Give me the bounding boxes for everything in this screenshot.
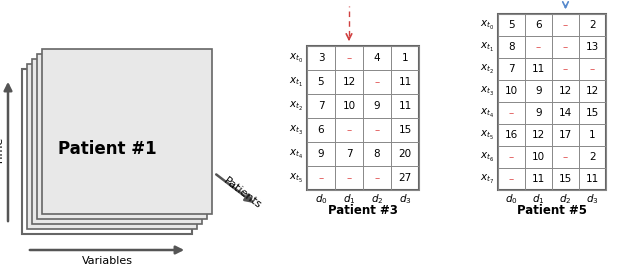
Text: 9: 9 xyxy=(535,108,542,118)
Text: Patient #3: Patient #3 xyxy=(328,204,398,216)
Text: $x_{t_7}$: $x_{t_7}$ xyxy=(480,172,494,186)
Text: $x_{t_1}$: $x_{t_1}$ xyxy=(480,40,494,54)
Text: 5: 5 xyxy=(508,20,515,30)
Text: –: – xyxy=(563,20,568,30)
Bar xyxy=(32,59,202,224)
Text: 27: 27 xyxy=(398,173,412,183)
Text: 3: 3 xyxy=(317,53,324,63)
Text: $x_{t_2}$: $x_{t_2}$ xyxy=(289,100,303,112)
Text: 8: 8 xyxy=(508,42,515,52)
Text: –: – xyxy=(346,125,351,135)
Text: 7: 7 xyxy=(317,101,324,111)
Text: 6: 6 xyxy=(317,125,324,135)
Bar xyxy=(37,54,207,219)
Text: 12: 12 xyxy=(586,86,599,96)
Text: 9: 9 xyxy=(374,101,380,111)
Text: $x_{t_0}$: $x_{t_0}$ xyxy=(289,51,303,64)
Text: 15: 15 xyxy=(559,174,572,184)
Bar xyxy=(42,49,212,214)
Text: $x_{t_1}$: $x_{t_1}$ xyxy=(289,76,303,88)
Text: 10: 10 xyxy=(505,86,518,96)
Text: $x_{t_5}$: $x_{t_5}$ xyxy=(289,172,303,185)
Text: 17: 17 xyxy=(559,130,572,140)
Text: $d_1$: $d_1$ xyxy=(342,192,355,206)
Text: Time: Time xyxy=(0,138,5,165)
Text: –: – xyxy=(374,173,380,183)
Text: –: – xyxy=(509,174,514,184)
Text: Patients: Patients xyxy=(221,175,263,210)
Text: –: – xyxy=(346,173,351,183)
Text: 7: 7 xyxy=(508,64,515,74)
Text: 13: 13 xyxy=(586,42,599,52)
Text: 20: 20 xyxy=(399,149,412,159)
Bar xyxy=(307,46,419,190)
Text: 10: 10 xyxy=(532,152,545,162)
Text: $x_{t_0}$: $x_{t_0}$ xyxy=(480,18,494,31)
Text: $d_0$: $d_0$ xyxy=(505,192,518,206)
Text: –: – xyxy=(563,64,568,74)
Text: $d_2$: $d_2$ xyxy=(559,192,572,206)
Text: 11: 11 xyxy=(532,64,545,74)
Text: 1: 1 xyxy=(402,53,408,63)
Bar xyxy=(22,69,192,234)
Bar xyxy=(498,14,606,190)
Text: Variables: Variables xyxy=(81,256,132,264)
Text: $d_3$: $d_3$ xyxy=(399,192,412,206)
Text: 5: 5 xyxy=(317,77,324,87)
Text: Patient #5: Patient #5 xyxy=(517,204,587,216)
Text: 10: 10 xyxy=(342,101,356,111)
Text: $x_{t_6}$: $x_{t_6}$ xyxy=(480,150,494,163)
Text: –: – xyxy=(563,152,568,162)
Text: 15: 15 xyxy=(586,108,599,118)
Text: $x_{t_2}$: $x_{t_2}$ xyxy=(480,63,494,76)
Text: 11: 11 xyxy=(586,174,599,184)
Text: 15: 15 xyxy=(398,125,412,135)
Text: 2: 2 xyxy=(589,152,596,162)
Text: 12: 12 xyxy=(532,130,545,140)
Text: 4: 4 xyxy=(374,53,380,63)
Text: $d_0$: $d_0$ xyxy=(315,192,327,206)
Text: 14: 14 xyxy=(559,108,572,118)
Text: 6: 6 xyxy=(535,20,542,30)
Text: $x_{t_3}$: $x_{t_3}$ xyxy=(289,124,303,136)
Text: $d_2$: $d_2$ xyxy=(371,192,383,206)
Text: 2: 2 xyxy=(589,20,596,30)
Text: –: – xyxy=(590,64,595,74)
Text: 12: 12 xyxy=(342,77,356,87)
Text: $d_3$: $d_3$ xyxy=(586,192,599,206)
Text: –: – xyxy=(374,125,380,135)
Text: –: – xyxy=(346,53,351,63)
Text: $x_{t_4}$: $x_{t_4}$ xyxy=(480,106,494,120)
Text: 9: 9 xyxy=(535,86,542,96)
Bar xyxy=(27,64,197,229)
Text: 7: 7 xyxy=(346,149,352,159)
Text: $x_{t_5}$: $x_{t_5}$ xyxy=(480,129,494,142)
Text: –: – xyxy=(536,42,541,52)
Text: 1: 1 xyxy=(589,130,596,140)
Text: $x_{t_4}$: $x_{t_4}$ xyxy=(289,148,303,161)
Text: 11: 11 xyxy=(398,77,412,87)
Text: 8: 8 xyxy=(374,149,380,159)
Text: 12: 12 xyxy=(559,86,572,96)
Text: $d_1$: $d_1$ xyxy=(532,192,545,206)
Text: –: – xyxy=(509,152,514,162)
Text: –: – xyxy=(374,77,380,87)
Text: 16: 16 xyxy=(505,130,518,140)
Text: 11: 11 xyxy=(398,101,412,111)
Text: 9: 9 xyxy=(317,149,324,159)
Text: –: – xyxy=(509,108,514,118)
Text: –: – xyxy=(318,173,324,183)
Text: Patient #1: Patient #1 xyxy=(58,140,156,158)
Text: $x_{t_3}$: $x_{t_3}$ xyxy=(480,84,494,97)
Text: 11: 11 xyxy=(532,174,545,184)
Text: –: – xyxy=(563,42,568,52)
